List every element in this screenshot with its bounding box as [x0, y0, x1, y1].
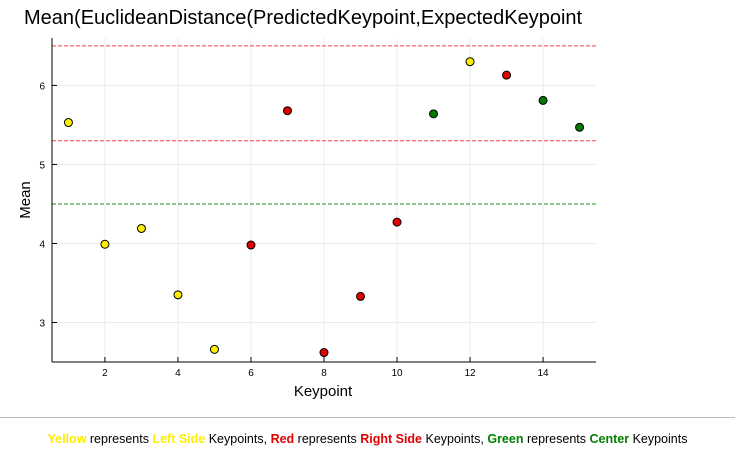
data-point — [429, 109, 439, 119]
chart-title: Mean(EuclideanDistance(PredictedKeypoint… — [24, 7, 583, 29]
axes — [51, 38, 596, 363]
data-point — [465, 57, 475, 67]
caption-text: Keypoints, — [205, 432, 271, 446]
data-point — [100, 239, 110, 249]
caption-right-side: Right Side — [360, 432, 423, 446]
caption-yellow-word: Yellow — [47, 432, 87, 446]
grid — [52, 38, 596, 362]
x-tick-label: 12 — [464, 368, 476, 379]
x-tick-label: 6 — [248, 368, 254, 379]
caption-text: represents — [294, 432, 361, 446]
y-tick-label: 6 — [39, 81, 45, 92]
legend-caption: Yellow represents Left Side Keypoints, R… — [0, 432, 735, 446]
caption-text: Keypoints — [629, 432, 688, 446]
data-points — [63, 57, 585, 358]
caption-text: represents — [86, 432, 153, 446]
x-tick-label: 8 — [321, 368, 327, 379]
caption-center: Center — [589, 432, 630, 446]
data-point — [173, 290, 183, 300]
data-point — [538, 95, 548, 105]
chart: Mean(EuclideanDistance(PredictedKeypoint… — [17, 7, 596, 400]
caption-left-side: Left Side — [152, 432, 206, 446]
x-tick-label: 14 — [537, 368, 549, 379]
data-point — [392, 217, 402, 227]
data-point — [575, 122, 585, 132]
data-point — [136, 223, 146, 233]
data-point — [356, 291, 366, 301]
data-point — [502, 70, 512, 80]
divider — [0, 417, 735, 418]
tick-labels: 2 4 6 8 10 12 14 3 4 5 6 — [39, 81, 549, 379]
x-tick-label: 10 — [391, 368, 403, 379]
y-tick-label: 3 — [39, 318, 45, 329]
caption-text: Keypoints, — [422, 432, 488, 446]
y-tick-label: 5 — [39, 160, 45, 171]
caption-green-word: Green — [487, 432, 524, 446]
data-point — [63, 118, 73, 128]
y-axis-label: Mean — [17, 181, 34, 219]
caption-text: represents — [523, 432, 590, 446]
x-axis-label: Keypoint — [294, 383, 353, 400]
caption-red-word: Red — [270, 432, 295, 446]
data-point — [319, 348, 329, 358]
reference-lines — [52, 45, 596, 205]
data-point — [209, 344, 219, 354]
x-tick-label: 4 — [175, 368, 181, 379]
x-tick-label: 2 — [102, 368, 108, 379]
y-tick-label: 4 — [39, 239, 45, 250]
data-point — [246, 240, 256, 250]
data-point — [282, 106, 292, 116]
